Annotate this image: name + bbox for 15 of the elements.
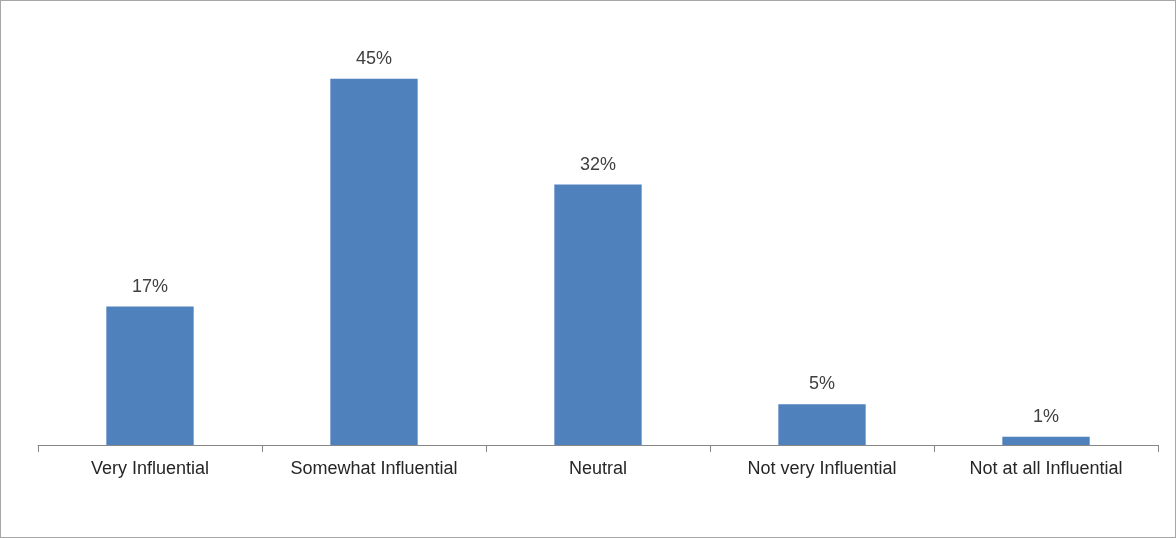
x-tick-label: Somewhat Influential [290, 458, 458, 478]
x-tick-label: Not very Influential [747, 458, 897, 478]
data-label: 32% [579, 153, 617, 174]
x-tick-label: Neutral [568, 458, 628, 478]
bar [554, 184, 642, 445]
data-label: 1% [1032, 405, 1060, 426]
x-tick-label: Very Influential [90, 458, 210, 478]
bar [330, 78, 418, 445]
x-tick-label: Not at all Influential [969, 458, 1123, 478]
data-label: 5% [808, 373, 836, 394]
bar [106, 306, 194, 445]
data-label: 17% [131, 275, 169, 296]
bar [778, 404, 866, 445]
bar [1002, 436, 1090, 445]
data-label: 45% [355, 47, 393, 68]
